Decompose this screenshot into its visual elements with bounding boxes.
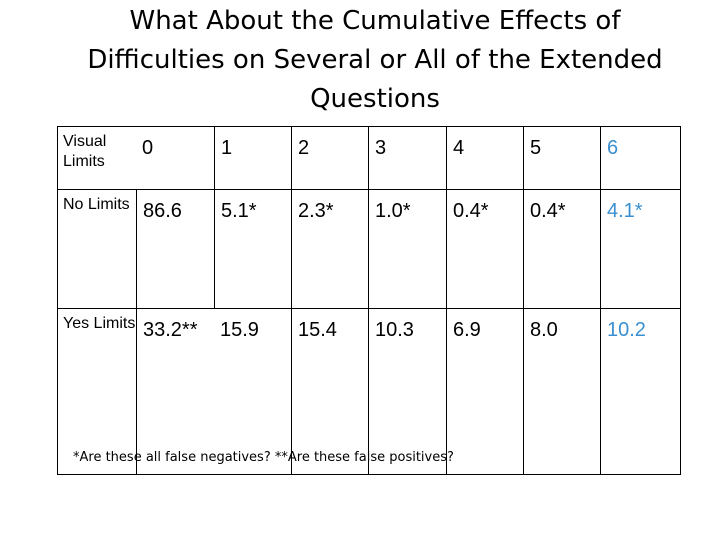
table-cell: 1.0* bbox=[368, 190, 446, 309]
cell-text: 2 bbox=[298, 137, 310, 159]
row-header-label: Yes Limits bbox=[63, 315, 136, 332]
table-cell-highlight: 6 bbox=[600, 127, 680, 189]
title-line-3: Questions bbox=[310, 84, 440, 114]
table-cell-highlight: 10.2 bbox=[600, 309, 680, 475]
cell-text: 0 bbox=[142, 137, 154, 159]
table-cell: 1 bbox=[214, 127, 291, 189]
row-header-label: No Limits bbox=[63, 196, 130, 213]
cell-text: 15.4 bbox=[298, 319, 337, 341]
footnote: *Are these all false negatives? **Are th… bbox=[73, 450, 454, 465]
table-cell: 2.3* bbox=[291, 190, 368, 309]
cell-text: 6 bbox=[607, 137, 619, 159]
row-header-label: Visual Limits bbox=[63, 133, 107, 170]
table-header-row: Visual Limits 0 1 2 3 4 5 6 bbox=[58, 127, 680, 189]
table-cell: 6.9 bbox=[446, 309, 523, 475]
table-cell: 0.4* bbox=[446, 190, 523, 309]
cell-text: 0.4* bbox=[453, 200, 489, 222]
cell-text: 1.0* bbox=[375, 200, 411, 222]
table-cell-highlight: 4.1* bbox=[600, 190, 680, 309]
table-cell: 15.4 bbox=[291, 309, 368, 475]
table-cell: 86.6 bbox=[136, 190, 214, 309]
cell-text: 3 bbox=[375, 137, 387, 159]
table-cell: 0.4* bbox=[523, 190, 600, 309]
title-line-2: Difficulties on Several or All of the Ex… bbox=[87, 45, 663, 75]
cell-text: 0.4* bbox=[530, 200, 566, 222]
cell-text: 5.1* bbox=[221, 200, 257, 222]
table-cell: 10.3 bbox=[368, 309, 446, 475]
table-cell: 2 bbox=[291, 127, 368, 189]
table-cell: 0 bbox=[136, 127, 214, 189]
table-cell: 5.1* bbox=[214, 190, 291, 309]
cell-text: 33.2** bbox=[143, 319, 198, 341]
results-table: Visual Limits 0 1 2 3 4 5 6 No Limits 86… bbox=[57, 126, 681, 475]
table-cell: 5 bbox=[523, 127, 600, 189]
row-header-cell: No Limits bbox=[58, 190, 136, 309]
table-cell: 33.2** bbox=[136, 309, 214, 475]
title-line-1: What About the Cumulative Effects of bbox=[129, 6, 621, 36]
cell-text: 8.0 bbox=[530, 319, 558, 341]
cell-text: 4.1* bbox=[607, 200, 643, 222]
cell-text: 2.3* bbox=[298, 200, 334, 222]
cell-text: 6.9 bbox=[453, 319, 481, 341]
row-header-cell: Visual Limits bbox=[58, 127, 136, 189]
table-cell: 3 bbox=[368, 127, 446, 189]
cell-text: 86.6 bbox=[143, 200, 182, 222]
table-cell: 8.0 bbox=[523, 309, 600, 475]
cell-text: 10.2 bbox=[607, 319, 646, 341]
cell-text: 1 bbox=[221, 137, 233, 159]
cell-text: 5 bbox=[530, 137, 542, 159]
cell-text: 15.9 bbox=[220, 319, 259, 341]
table-cell: 4 bbox=[446, 127, 523, 189]
table-row: No Limits 86.6 5.1* 2.3* 1.0* 0.4* 0.4* … bbox=[58, 189, 680, 309]
cell-text: 10.3 bbox=[375, 319, 414, 341]
table-row: Yes Limits 33.2** 15.9 15.4 10.3 6.9 8.0… bbox=[58, 308, 680, 475]
slide-title: What About the Cumulative Effects of Dif… bbox=[60, 2, 690, 119]
table-cell: 15.9 bbox=[214, 309, 291, 475]
row-header-cell: Yes Limits bbox=[58, 309, 136, 475]
cell-text: 4 bbox=[453, 137, 465, 159]
